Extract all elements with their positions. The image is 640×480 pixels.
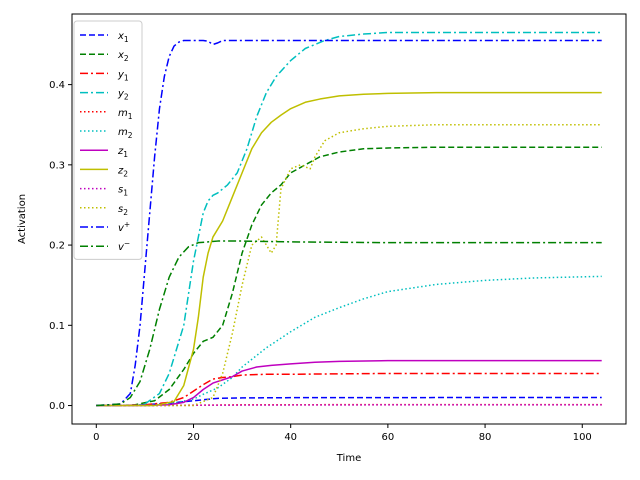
series-line-10	[96, 39, 602, 407]
y-tick-label: 0.1	[49, 321, 65, 332]
axes-frame	[71, 13, 627, 425]
y-axis-label: Activation	[17, 194, 28, 244]
legend-label: s1	[118, 185, 128, 198]
series-line-2	[96, 372, 602, 407]
series-line-7	[96, 91, 602, 407]
series-line-3	[96, 31, 602, 407]
legend-label: m1	[118, 108, 133, 121]
legend-label: x2	[117, 50, 129, 63]
y-axis: 0.0 0.1 0.2 0.3 0.4	[49, 80, 72, 412]
legend-label: v−	[118, 239, 130, 253]
legend-label: y2	[117, 89, 129, 102]
legend-box	[73, 20, 143, 260]
y-tick-label: 0.0	[49, 401, 65, 412]
legend-label: y1	[117, 69, 129, 82]
legend-label: v+	[118, 220, 130, 234]
legend-label: s2	[118, 204, 128, 217]
x-tick-label: 60	[382, 432, 395, 443]
x-axis: 0 20 40 60 80 100	[93, 424, 592, 443]
series-layer	[96, 31, 602, 407]
series-line-11	[96, 240, 602, 407]
y-tick-label: 0.4	[49, 80, 65, 91]
legend-label: m2	[118, 127, 133, 140]
plot-area	[71, 13, 627, 425]
legend-label: z2	[117, 165, 128, 178]
x-tick-label: 80	[479, 432, 492, 443]
legend: x1 x2 y1 y2 m1 m2 z1 z2 s1 s2 v+ v−	[73, 20, 143, 260]
x-axis-label: Time	[336, 453, 361, 464]
legend-label: z1	[117, 146, 128, 159]
x-tick-label: 0	[93, 432, 99, 443]
series-line-6	[96, 359, 602, 407]
series-line-1	[96, 146, 602, 407]
x-tick-label: 40	[284, 432, 297, 443]
x-tick-label: 100	[573, 432, 592, 443]
series-line-9	[96, 123, 602, 407]
legend-label: x1	[117, 31, 129, 44]
x-tick-label: 20	[187, 432, 200, 443]
y-tick-label: 0.2	[49, 241, 65, 252]
y-tick-label: 0.3	[49, 160, 65, 171]
